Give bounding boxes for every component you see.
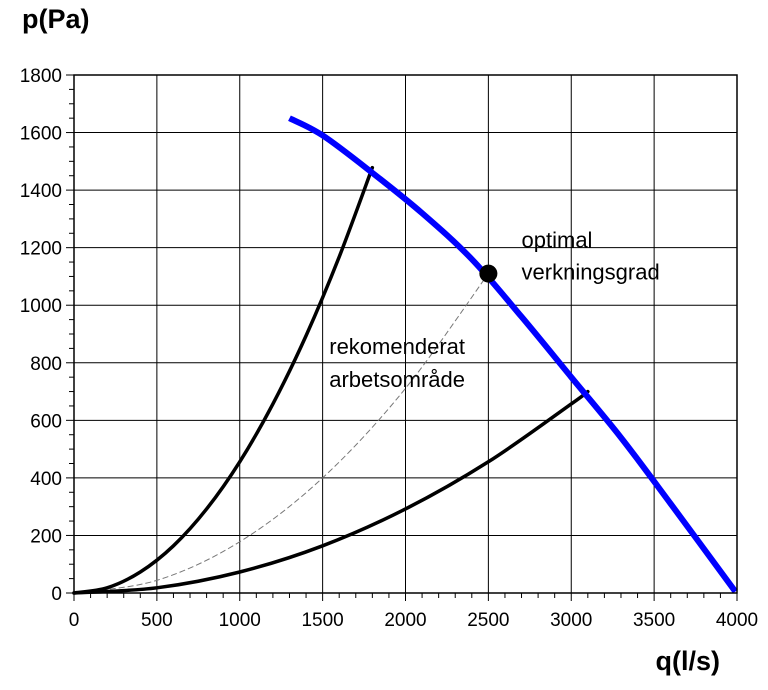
series-fan-curve <box>288 115 738 594</box>
annotation-region_line1: rekomenderat <box>329 334 465 359</box>
x-tick-label: 1500 <box>301 610 343 631</box>
y-tick-label: 1600 <box>20 124 62 145</box>
y-tick-label: 1400 <box>20 181 62 202</box>
point-layer <box>479 264 498 283</box>
series-system-curve-lower-limit <box>72 389 590 595</box>
y-tick-label: 400 <box>30 469 62 490</box>
x-tick-label: 3500 <box>633 610 675 631</box>
annotation-optimal_line1: optimal <box>522 228 593 253</box>
y-tick-label: 1800 <box>20 66 62 87</box>
annotation-optimal_line2: verkningsgrad <box>522 259 660 284</box>
x-tick-labels: 0 500 1000 1500 2000 2500 3000 3500 4000 <box>69 610 758 631</box>
x-axis-title: q(l/s) <box>656 646 721 676</box>
series-layer <box>72 115 738 595</box>
annotation-layer: optimal verkningsgrad rekomenderat arbetsom… <box>329 228 659 393</box>
y-tick-label: 600 <box>30 411 62 432</box>
optimal-point-marker <box>479 264 498 283</box>
y-tick-label: 0 <box>51 584 62 605</box>
x-tick-label: 3000 <box>550 610 592 631</box>
y-tick-label: 1000 <box>20 296 62 317</box>
y-tick-label: 200 <box>30 526 62 547</box>
x-tick-label: 2000 <box>384 610 426 631</box>
y-tick-label: 800 <box>30 354 62 375</box>
plot-frame <box>73 74 738 594</box>
y-axis-title: p(Pa) <box>22 4 90 34</box>
y-tick-label: 1200 <box>20 239 62 260</box>
x-tick-label: 4000 <box>716 610 758 631</box>
annotation-region_line2: arbetsområde <box>329 367 465 392</box>
minor-ticks <box>66 74 738 601</box>
x-tick-label: 1000 <box>219 610 261 631</box>
x-tick-label: 500 <box>141 610 173 631</box>
series-system-curve-upper-limit <box>72 165 375 595</box>
y-tick-labels: 0 200 400 600 800 1000 1200 1400 1600 1800 <box>20 66 62 605</box>
series-optimal-efficiency-curve <box>73 273 489 594</box>
x-tick-label: 0 <box>69 610 80 631</box>
x-tick-label: 2500 <box>467 610 509 631</box>
